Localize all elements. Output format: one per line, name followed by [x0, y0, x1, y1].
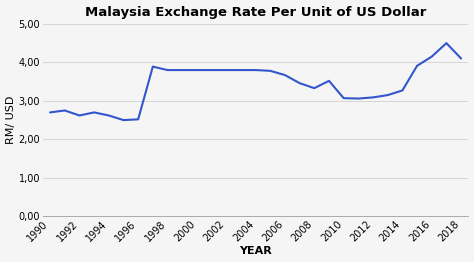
Title: Malaysia Exchange Rate Per Unit of US Dollar: Malaysia Exchange Rate Per Unit of US Do… — [85, 6, 426, 19]
X-axis label: YEAR: YEAR — [239, 247, 272, 256]
Y-axis label: RM/ USD: RM/ USD — [6, 96, 16, 144]
